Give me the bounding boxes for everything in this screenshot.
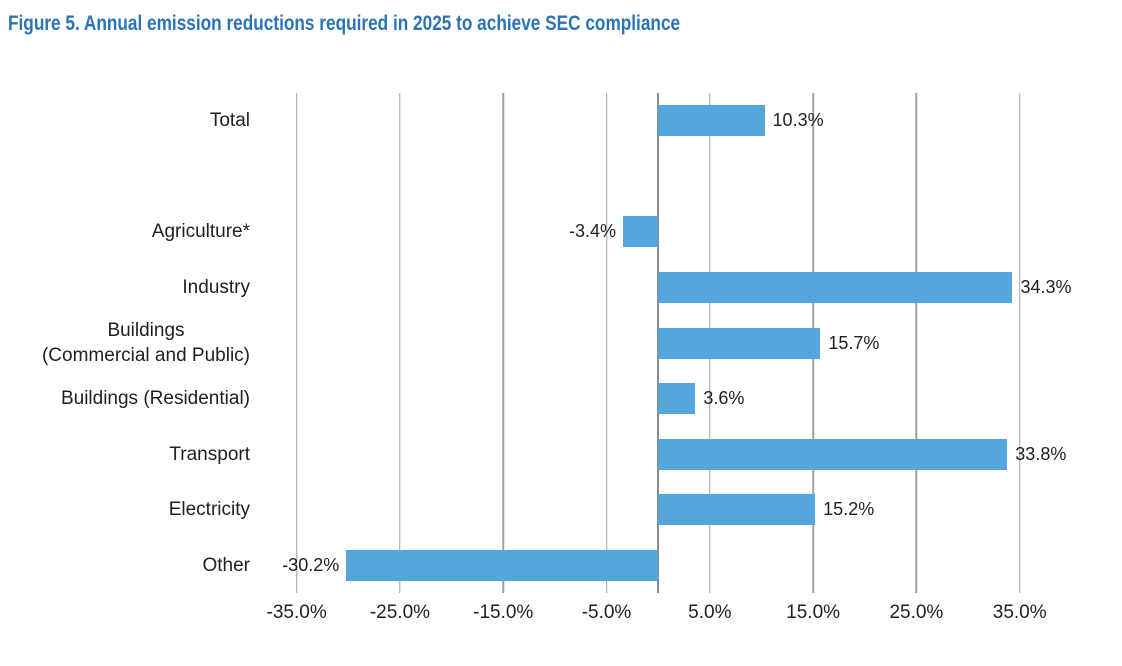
value-label-0: 10.3% bbox=[772, 110, 824, 131]
value-label-4: 15.7% bbox=[828, 332, 880, 353]
category-label-text: Buildings (Commercial and Public) bbox=[41, 319, 250, 366]
bar-6 bbox=[658, 438, 1008, 470]
figure-title: Figure 5. Annual emission reductions req… bbox=[8, 12, 681, 35]
bar-0 bbox=[658, 105, 765, 137]
bar-8 bbox=[346, 549, 659, 581]
x-tick-label-5: 15.0% bbox=[786, 602, 841, 623]
gridline bbox=[1018, 93, 1021, 593]
bar-2 bbox=[623, 216, 659, 248]
value-label-2: -3.4% bbox=[569, 221, 617, 242]
gridline bbox=[295, 93, 298, 593]
value-label-8: -30.2% bbox=[282, 554, 340, 575]
category-label-6: Transport bbox=[0, 426, 250, 482]
gridline bbox=[399, 93, 401, 593]
x-tick-label-7: 35.0% bbox=[992, 602, 1047, 623]
category-label-text: Total bbox=[209, 110, 250, 132]
category-label-5: Buildings (Residential) bbox=[0, 371, 250, 427]
x-tick-label-1: -25.0% bbox=[369, 602, 431, 623]
gridline bbox=[605, 93, 608, 593]
plot-area: 10.3% -3.4% 34.3% 15.7% 3.6% 33.8% 15.2% -30.2% bbox=[245, 93, 1092, 593]
category-label-text: Electricity bbox=[168, 499, 250, 521]
category-label-text: Buildings (Residential) bbox=[60, 388, 250, 409]
category-axis: Total Agriculture* Industry Buildings (Comm… bbox=[0, 93, 250, 593]
x-tick-label-4: 5.0% bbox=[688, 602, 732, 623]
value-label-5: 3.6% bbox=[703, 388, 745, 409]
gridline bbox=[502, 93, 504, 593]
x-tick-label-6: 25.0% bbox=[889, 602, 944, 623]
category-label-8: Other bbox=[0, 537, 250, 593]
category-label-text: Other bbox=[202, 554, 250, 576]
x-tick-label-3: -5.0% bbox=[581, 602, 632, 623]
category-label-7: Electricity bbox=[0, 482, 250, 538]
bar-5 bbox=[658, 383, 696, 415]
category-label-2: Agriculture* bbox=[0, 204, 250, 260]
category-label-text: Transport bbox=[169, 443, 250, 465]
value-label-7: 15.2% bbox=[823, 499, 875, 520]
category-label-text: Industry bbox=[182, 276, 250, 298]
category-label-text: Agriculture* bbox=[151, 221, 250, 243]
bar-7 bbox=[658, 494, 816, 526]
category-label-3: Industry bbox=[0, 260, 250, 316]
gridline bbox=[915, 93, 918, 593]
x-tick-label-0: -35.0% bbox=[266, 602, 327, 623]
value-label-3: 34.3% bbox=[1020, 276, 1072, 297]
category-label-0: Total bbox=[0, 93, 250, 149]
x-axis-labels: -35.0% -25.0% -15.0% -5.0% 5.0% 15.0% 25.0% 35.… bbox=[245, 602, 1092, 628]
bar-4 bbox=[658, 327, 821, 359]
x-tick-label-2: -15.0% bbox=[473, 602, 534, 623]
bar-3 bbox=[658, 271, 1013, 303]
category-label-4: Buildings (Commercial and Public) bbox=[0, 315, 250, 371]
value-label-6: 33.8% bbox=[1015, 443, 1067, 464]
